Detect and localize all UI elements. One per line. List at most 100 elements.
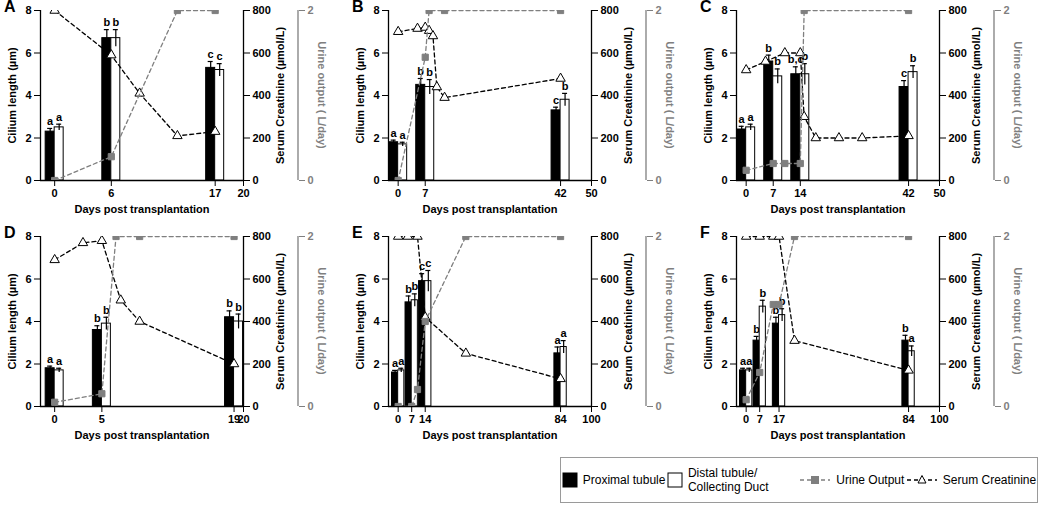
- svg-text:17: 17: [209, 187, 221, 199]
- svg-text:50: 50: [933, 187, 945, 199]
- svg-text:5: 5: [99, 413, 105, 425]
- svg-text:400: 400: [253, 89, 271, 101]
- svg-text:a: a: [561, 327, 568, 339]
- svg-text:4: 4: [25, 89, 32, 101]
- svg-text:0: 0: [601, 400, 607, 412]
- svg-text:0: 0: [395, 413, 401, 425]
- svg-text:0: 0: [253, 174, 259, 186]
- svg-text:0: 0: [373, 174, 379, 186]
- svg-text:Serum Creatinine (µmol/L): Serum Creatinine (µmol/L): [970, 27, 982, 164]
- svg-text:800: 800: [601, 4, 619, 16]
- svg-text:2: 2: [656, 4, 662, 16]
- svg-text:6: 6: [108, 187, 114, 199]
- svg-text:2: 2: [25, 358, 31, 370]
- svg-text:800: 800: [949, 4, 967, 16]
- svg-text:6: 6: [25, 47, 31, 59]
- svg-text:a: a: [746, 355, 753, 367]
- svg-text:4: 4: [373, 89, 380, 101]
- svg-text:2: 2: [25, 132, 31, 144]
- svg-text:0: 0: [308, 400, 314, 412]
- svg-text:0: 0: [721, 174, 727, 186]
- svg-text:a: a: [56, 111, 63, 123]
- svg-text:0: 0: [601, 174, 607, 186]
- svg-text:200: 200: [601, 358, 619, 370]
- svg-text:8: 8: [721, 4, 727, 16]
- svg-text:a: a: [398, 355, 405, 367]
- svg-text:200: 200: [253, 358, 271, 370]
- svg-text:a: a: [56, 355, 63, 367]
- svg-text:a: a: [739, 113, 746, 125]
- svg-text:0: 0: [253, 400, 259, 412]
- svg-text:8: 8: [25, 230, 31, 242]
- svg-text:b: b: [765, 42, 772, 54]
- svg-text:b: b: [94, 312, 101, 324]
- svg-text:42: 42: [902, 187, 914, 199]
- svg-text:b: b: [235, 301, 242, 313]
- svg-text:200: 200: [253, 132, 271, 144]
- svg-text:0: 0: [656, 174, 662, 186]
- svg-text:600: 600: [949, 47, 967, 59]
- svg-text:800: 800: [253, 4, 271, 16]
- svg-text:Serum Creatinine (µmol/L): Serum Creatinine (µmol/L): [274, 27, 286, 164]
- svg-text:2: 2: [308, 4, 314, 16]
- svg-text:100: 100: [930, 413, 948, 425]
- svg-text:6: 6: [721, 47, 727, 59]
- svg-text:Cilium length (µm): Cilium length (µm): [6, 47, 18, 144]
- svg-text:800: 800: [253, 230, 271, 242]
- svg-text:b: b: [910, 52, 917, 64]
- svg-text:400: 400: [253, 315, 271, 327]
- svg-text:0: 0: [52, 413, 58, 425]
- svg-text:7: 7: [422, 187, 428, 199]
- svg-text:b: b: [411, 280, 418, 292]
- svg-text:600: 600: [253, 47, 271, 59]
- svg-text:c: c: [553, 94, 559, 106]
- svg-text:4: 4: [25, 315, 32, 327]
- svg-text:Days post transplantation: Days post transplantation: [770, 203, 905, 215]
- svg-text:0: 0: [308, 174, 314, 186]
- svg-text:50: 50: [585, 187, 597, 199]
- svg-text:200: 200: [949, 358, 967, 370]
- svg-text:400: 400: [949, 89, 967, 101]
- svg-text:Serum Creatinine (µmol/L): Serum Creatinine (µmol/L): [622, 27, 634, 164]
- svg-text:Cilium length (µm): Cilium length (µm): [354, 273, 366, 370]
- svg-text:0: 0: [1004, 174, 1010, 186]
- svg-text:2: 2: [656, 230, 662, 242]
- svg-text:800: 800: [601, 230, 619, 242]
- svg-text:Cilium length (µm): Cilium length (µm): [702, 273, 714, 370]
- svg-text:400: 400: [949, 315, 967, 327]
- svg-text:8: 8: [373, 230, 379, 242]
- svg-text:c: c: [217, 50, 223, 62]
- svg-text:a: a: [391, 127, 398, 139]
- svg-text:600: 600: [601, 47, 619, 59]
- svg-text:2: 2: [721, 358, 727, 370]
- svg-text:6: 6: [721, 273, 727, 285]
- svg-text:84: 84: [554, 413, 567, 425]
- svg-text:0: 0: [743, 187, 749, 199]
- svg-text:2: 2: [373, 132, 379, 144]
- svg-text:0: 0: [25, 174, 31, 186]
- svg-text:Days post transplantation: Days post transplantation: [422, 429, 557, 441]
- svg-text:2: 2: [1004, 230, 1010, 242]
- svg-text:4: 4: [721, 315, 728, 327]
- svg-text:200: 200: [601, 132, 619, 144]
- svg-text:0: 0: [373, 400, 379, 412]
- svg-text:7: 7: [757, 413, 763, 425]
- svg-text:2: 2: [373, 358, 379, 370]
- svg-text:42: 42: [554, 187, 566, 199]
- svg-text:a: a: [748, 111, 755, 123]
- svg-text:a: a: [909, 332, 916, 344]
- svg-text:8: 8: [373, 4, 379, 16]
- svg-text:Days post transplantation: Days post transplantation: [770, 429, 905, 441]
- svg-text:8: 8: [721, 230, 727, 242]
- svg-text:Cilium length (µm): Cilium length (µm): [702, 47, 714, 144]
- svg-text:a: a: [47, 353, 54, 365]
- svg-text:b: b: [112, 16, 119, 28]
- svg-text:Cilium length (µm): Cilium length (µm): [6, 273, 18, 370]
- svg-text:20: 20: [237, 187, 249, 199]
- svg-text:0: 0: [949, 174, 955, 186]
- svg-text:7: 7: [409, 413, 415, 425]
- svg-text:400: 400: [601, 315, 619, 327]
- svg-text:Serum Creatinine (µmol/L): Serum Creatinine (µmol/L): [622, 253, 634, 390]
- svg-text:84: 84: [902, 413, 915, 425]
- svg-text:c: c: [901, 67, 907, 79]
